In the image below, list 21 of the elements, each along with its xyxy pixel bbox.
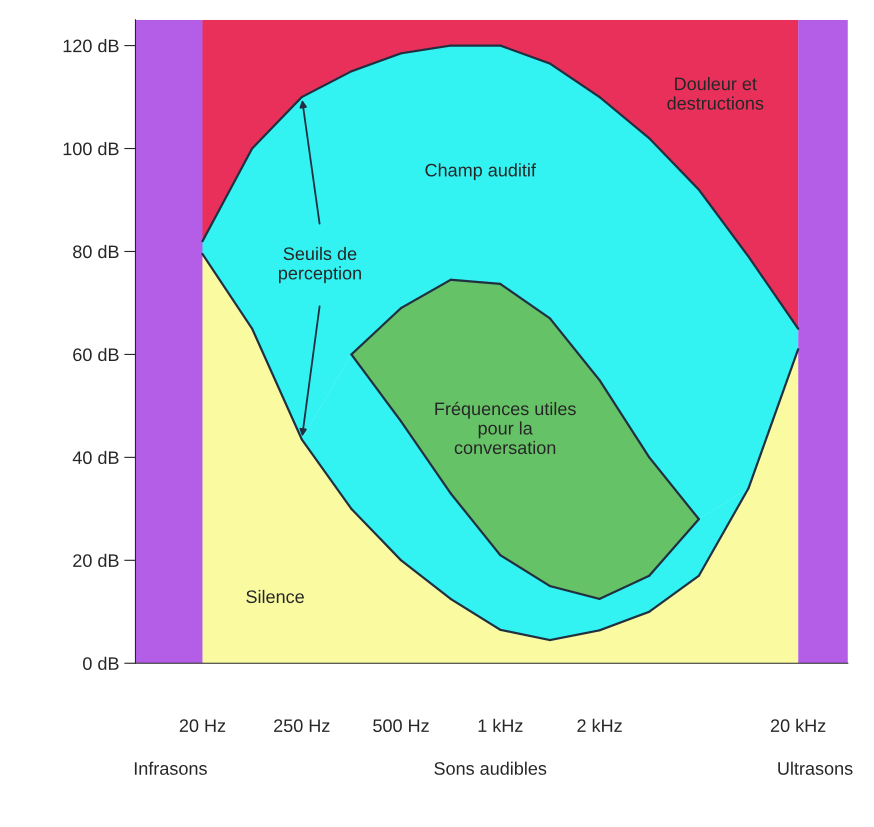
x-tick-label: 20 Hz — [180, 719, 226, 732]
x-tick-label: 2 kHz — [577, 718, 622, 732]
annotation: Champ auditif — [425, 163, 536, 180]
y-tick-label: 60 dB — [73, 348, 119, 362]
y-tick-label: 40 dB — [72, 450, 119, 464]
annotation: Fréquences utiles pour la conversation — [435, 402, 576, 454]
x-tick-label: 1 kHz — [478, 718, 522, 732]
y-tick-label: 0 dB — [83, 656, 119, 670]
annotation: Douleur et destructions — [667, 76, 764, 110]
annotation: Seuils de perception — [278, 246, 361, 284]
x-tick-label: 20 kHz — [770, 718, 826, 732]
y-tick-label: 120 dB — [64, 39, 119, 52]
y-tick-label: 100 dB — [64, 142, 119, 156]
y-tick-label: 20 dB — [73, 554, 119, 568]
y-tick-label: 80 dB — [73, 244, 119, 258]
text: Sons audibles — [434, 762, 546, 775]
x-tick-label: 250 Hz — [274, 719, 330, 732]
annotation: Silence — [246, 590, 304, 604]
text: Infrasons — [134, 762, 207, 775]
x-tick-label: 500 Hz — [373, 719, 429, 732]
text: Ultrasons — [778, 762, 852, 775]
